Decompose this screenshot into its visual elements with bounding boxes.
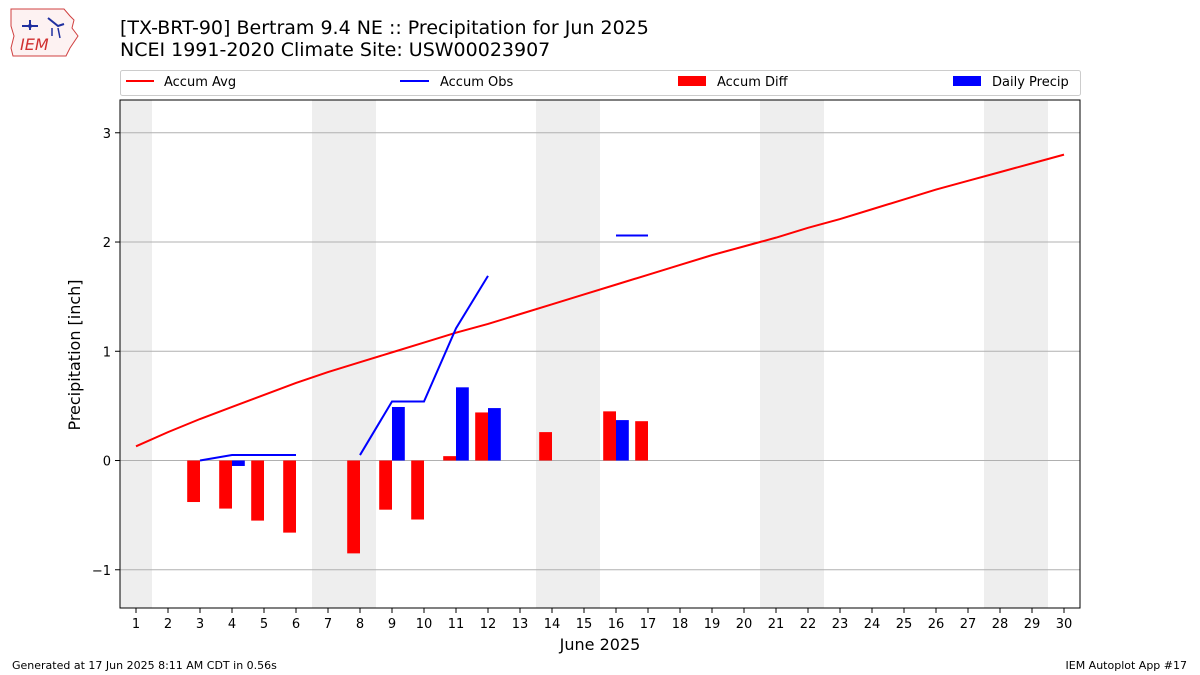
accum-obs-line — [199, 454, 296, 462]
accum-diff-bar — [475, 412, 488, 461]
legend-label-accum-obs: Accum Obs — [440, 75, 513, 90]
generated-timestamp: Generated at 17 Jun 2025 8:11 AM CDT in … — [12, 659, 277, 672]
x-tick-label: 24 — [864, 617, 881, 632]
legend-label-daily-precip: Daily Precip — [992, 75, 1069, 90]
accum-diff-bar — [379, 460, 392, 510]
y-tick-label: 1 — [103, 345, 111, 360]
accum-diff-bar — [539, 432, 552, 461]
legend-label-accum-diff: Accum Diff — [717, 75, 789, 90]
accum-diff-bar — [411, 460, 424, 520]
title-line-1: [TX-BRT-90] Bertram 9.4 NE :: Precipitat… — [120, 17, 649, 39]
x-tick-label: 4 — [228, 617, 236, 632]
x-tick-label: 11 — [448, 617, 465, 632]
accum-diff-bar — [347, 460, 360, 554]
bars — [187, 387, 648, 554]
x-tick-label: 25 — [896, 617, 913, 632]
legend-swatch-accum-diff — [678, 76, 706, 86]
weekend-band — [568, 100, 600, 608]
axes: 1 2 3 4 5 6 7 8 9 10 11 12 13 14 15 16 17 18 19 20 21 22 23 24 2… — [92, 99, 1081, 632]
x-tick-label: 18 — [672, 617, 689, 632]
x-tick-label: 26 — [928, 617, 945, 632]
x-tick-label: 12 — [480, 617, 497, 632]
weekend-band — [536, 100, 568, 608]
weekend-band — [1016, 100, 1048, 608]
x-tick-label: 21 — [768, 617, 785, 632]
legend: Accum Avg Accum Obs Accum Diff Daily Pre… — [120, 70, 1081, 96]
x-tick-label: 6 — [292, 617, 300, 632]
y-tick-label: 0 — [103, 455, 111, 470]
daily-precip-bar — [488, 408, 501, 461]
legend-label-accum-avg: Accum Avg — [164, 75, 236, 90]
accum-diff-bar — [603, 411, 616, 461]
x-tick-label: 19 — [704, 617, 721, 632]
daily-precip-bar — [456, 387, 469, 461]
x-tick-label: 7 — [324, 617, 332, 632]
x-tick-label: 16 — [608, 617, 625, 632]
accum-diff-bar — [187, 460, 200, 503]
weekend-band — [760, 100, 792, 608]
x-tick-label: 17 — [640, 617, 657, 632]
accum-diff-bar — [251, 460, 264, 521]
daily-precip-bar — [392, 406, 405, 461]
series-lines — [135, 153, 1065, 462]
weekend-band — [312, 100, 344, 608]
x-tick-label: 27 — [960, 617, 977, 632]
x-tick-label: 13 — [512, 617, 529, 632]
y-tick-label: 3 — [103, 127, 111, 142]
title-line-2: NCEI 1991-2020 Climate Site: USW00023907 — [120, 39, 551, 61]
accum-diff-bar — [443, 456, 456, 461]
x-axis-label: June 2025 — [559, 635, 641, 654]
x-tick-label: 15 — [576, 617, 593, 632]
iem-logo: IEM — [8, 6, 82, 64]
legend-swatch-daily-precip — [953, 76, 981, 86]
weekend-band — [120, 100, 152, 608]
accum-obs-line — [359, 275, 489, 456]
weekend-band — [984, 100, 1016, 608]
accum-diff-bar — [635, 421, 648, 461]
weekend-bands — [120, 100, 1048, 608]
x-tick-label: 20 — [736, 617, 753, 632]
y-axis-label: Precipitation [inch] — [65, 279, 84, 430]
weekend-band — [792, 100, 824, 608]
x-tick-label: 1 — [132, 617, 140, 632]
x-tick-label: 29 — [1024, 617, 1041, 632]
y-tick-label: −1 — [92, 564, 111, 579]
x-tick-label: 8 — [356, 617, 364, 632]
daily-precip-bar — [232, 460, 245, 466]
accum-diff-bar — [283, 460, 296, 533]
chart-title: [TX-BRT-90] Bertram 9.4 NE :: Precipitat… — [120, 17, 649, 61]
x-tick-label: 5 — [260, 617, 268, 632]
x-tick-label: 3 — [196, 617, 204, 632]
accum-avg-line — [135, 153, 1065, 448]
x-tick-label: 22 — [800, 617, 817, 632]
app-label: IEM Autoplot App #17 — [1065, 659, 1188, 672]
grid-lines — [120, 132, 1080, 571]
logo-text: IEM — [20, 35, 49, 54]
x-tick-label: 10 — [416, 617, 433, 632]
x-tick-label: 9 — [388, 617, 396, 632]
x-tick-label: 30 — [1056, 617, 1073, 632]
x-tick-label: 14 — [544, 617, 561, 632]
x-tick-label: 28 — [992, 617, 1009, 632]
plot-frame — [119, 99, 1081, 609]
x-tick-label: 23 — [832, 617, 849, 632]
daily-precip-bar — [616, 420, 629, 461]
y-tick-label: 2 — [103, 236, 111, 251]
x-tick-label: 2 — [164, 617, 172, 632]
accum-diff-bar — [219, 460, 232, 509]
